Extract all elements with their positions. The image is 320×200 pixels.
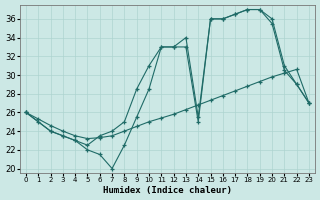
X-axis label: Humidex (Indice chaleur): Humidex (Indice chaleur) [103, 186, 232, 195]
